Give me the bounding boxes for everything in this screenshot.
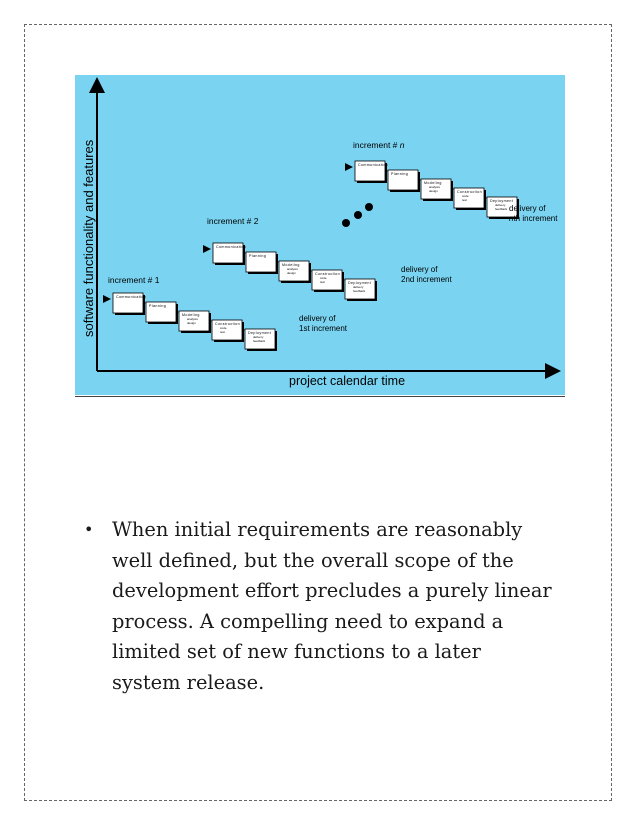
activity-sublabel: analysis xyxy=(287,267,298,271)
activity-label: Planning xyxy=(391,172,408,176)
activity-label: Construction xyxy=(215,322,240,326)
activity-sublabel: code xyxy=(462,194,469,198)
activity-sublabel: feedback xyxy=(495,207,508,211)
activity-label: Deployment xyxy=(348,281,371,285)
activity-sublabel: feedback xyxy=(353,289,366,293)
divider-line xyxy=(75,396,565,397)
delivery-2-label: delivery of 2nd increment xyxy=(401,265,452,284)
activity-sublabel: feedback xyxy=(253,339,266,343)
increment-2-group: Communication Planning Modelinganalysisdes… xyxy=(203,242,377,301)
activity-label: Deployment xyxy=(490,199,513,203)
activity-box-communication: Communication xyxy=(212,242,246,265)
activity-sublabel: design xyxy=(187,321,196,325)
delivery-n-label: delivery of nth increment xyxy=(509,204,558,223)
box-frame xyxy=(344,278,376,300)
incremental-model-diagram: software functionality and features proj… xyxy=(75,75,565,395)
box-frame xyxy=(486,196,518,218)
increment-n-title: increment # n xyxy=(353,140,405,150)
activity-label: Modeling xyxy=(282,263,300,267)
activity-sublabel: test xyxy=(462,198,467,202)
increment-2-title: increment # 2 xyxy=(207,216,259,226)
activity-label: Planning xyxy=(249,254,266,258)
increment-start-arrow xyxy=(103,295,111,303)
activity-sublabel: design xyxy=(287,271,296,275)
bullet-text: When initial requirements are reasonably… xyxy=(112,518,552,694)
activity-label: Modeling xyxy=(424,181,442,185)
increment-1-group: Communication Planning Modelinganalysisdes… xyxy=(103,292,277,351)
activity-sublabel: analysis xyxy=(429,185,440,189)
activity-sublabel: code xyxy=(320,276,327,280)
page-border xyxy=(24,24,612,801)
continuation-dot xyxy=(354,211,362,219)
activity-sublabel: delivery xyxy=(353,285,364,289)
y-axis-label: software functionality and features xyxy=(81,139,96,337)
x-axis-label: project calendar time xyxy=(289,374,405,388)
activity-box-communication: Communication xyxy=(354,160,388,183)
activity-label: Communication xyxy=(216,245,246,249)
activity-sublabel: code xyxy=(220,326,227,330)
continuation-dot xyxy=(365,203,373,211)
increment-1-title: increment # 1 xyxy=(108,275,160,285)
activity-box-planning: Planning xyxy=(245,251,278,274)
box-frame xyxy=(244,328,276,350)
activity-box-communication: Communication xyxy=(112,292,146,315)
increment-start-arrow xyxy=(345,163,353,171)
diagram-canvas: software functionality and features proj… xyxy=(81,77,561,388)
activity-sublabel: test xyxy=(320,280,325,284)
activity-box-planning: Planning xyxy=(145,301,178,324)
activity-label: Planning xyxy=(149,304,166,308)
increment-n-group: Communication Planning Modelinganalysisdes… xyxy=(345,160,519,219)
activity-sublabel: design xyxy=(429,189,438,193)
delivery-1-label: delivery of 1st increment xyxy=(299,314,348,333)
activity-label: Construction xyxy=(457,190,482,194)
activity-sublabel: delivery xyxy=(253,335,264,339)
activity-label: Construction xyxy=(315,272,340,276)
bullet-marker: • xyxy=(84,520,94,539)
activity-label: Deployment xyxy=(248,331,271,335)
activity-label: Communication xyxy=(116,295,146,299)
increment-start-arrow xyxy=(203,245,211,253)
activity-box-planning: Planning xyxy=(387,169,420,192)
continuation-dot xyxy=(342,219,350,227)
activity-label: Modeling xyxy=(182,313,200,317)
activity-sublabel: test xyxy=(220,330,225,334)
activity-label: Communication xyxy=(358,163,388,167)
activity-sublabel: delivery xyxy=(495,203,506,207)
activity-sublabel: analysis xyxy=(187,317,198,321)
